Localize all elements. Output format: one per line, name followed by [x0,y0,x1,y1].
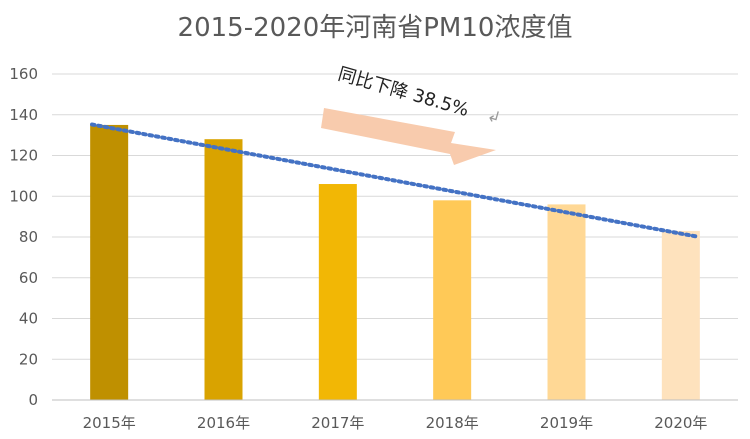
y-tick-label-8: 160 [9,65,38,83]
bar-3 [433,200,472,400]
y-tick-label-7: 140 [9,106,38,124]
annotation-text: 同比下降 38.5% [336,64,471,121]
x-tick-label-0: 2015年 [83,414,136,432]
y-tick-label-5: 100 [9,187,38,205]
y-tick-label-0: 0 [28,391,38,409]
x-tick-label-3: 2018年 [426,414,479,432]
bar-0 [90,124,129,400]
bar-1 [204,139,243,400]
chart-title: 2015-2020年河南省PM10浓度值 [178,13,573,43]
x-tick-label-5: 2020年 [654,414,707,432]
x-tick-label-2: 2017年 [311,414,364,432]
bar-4 [547,204,586,400]
y-tick-label-6: 120 [9,147,38,165]
y-axis: 0 20 40 60 80 100 120 140 160 [9,65,38,409]
y-tick-label-4: 80 [19,228,38,246]
y-tick-label-2: 40 [19,310,38,328]
x-tick-label-4: 2019年 [540,414,593,432]
bar-2 [318,184,357,400]
trendline-path [90,122,700,239]
annotation-arrow [321,108,496,165]
x-axis: 2015年 2016年 2017年 2018年 2019年 2020年 [52,399,738,432]
annotation-return-icon: ↲ [485,106,503,128]
bar-5 [661,230,700,400]
y-tick-label-1: 20 [19,350,38,368]
bars [90,124,700,400]
gridlines [52,73,738,401]
x-tick-label-1: 2016年 [197,414,250,432]
y-tick-label-3: 60 [19,269,38,287]
trendline [90,122,700,239]
